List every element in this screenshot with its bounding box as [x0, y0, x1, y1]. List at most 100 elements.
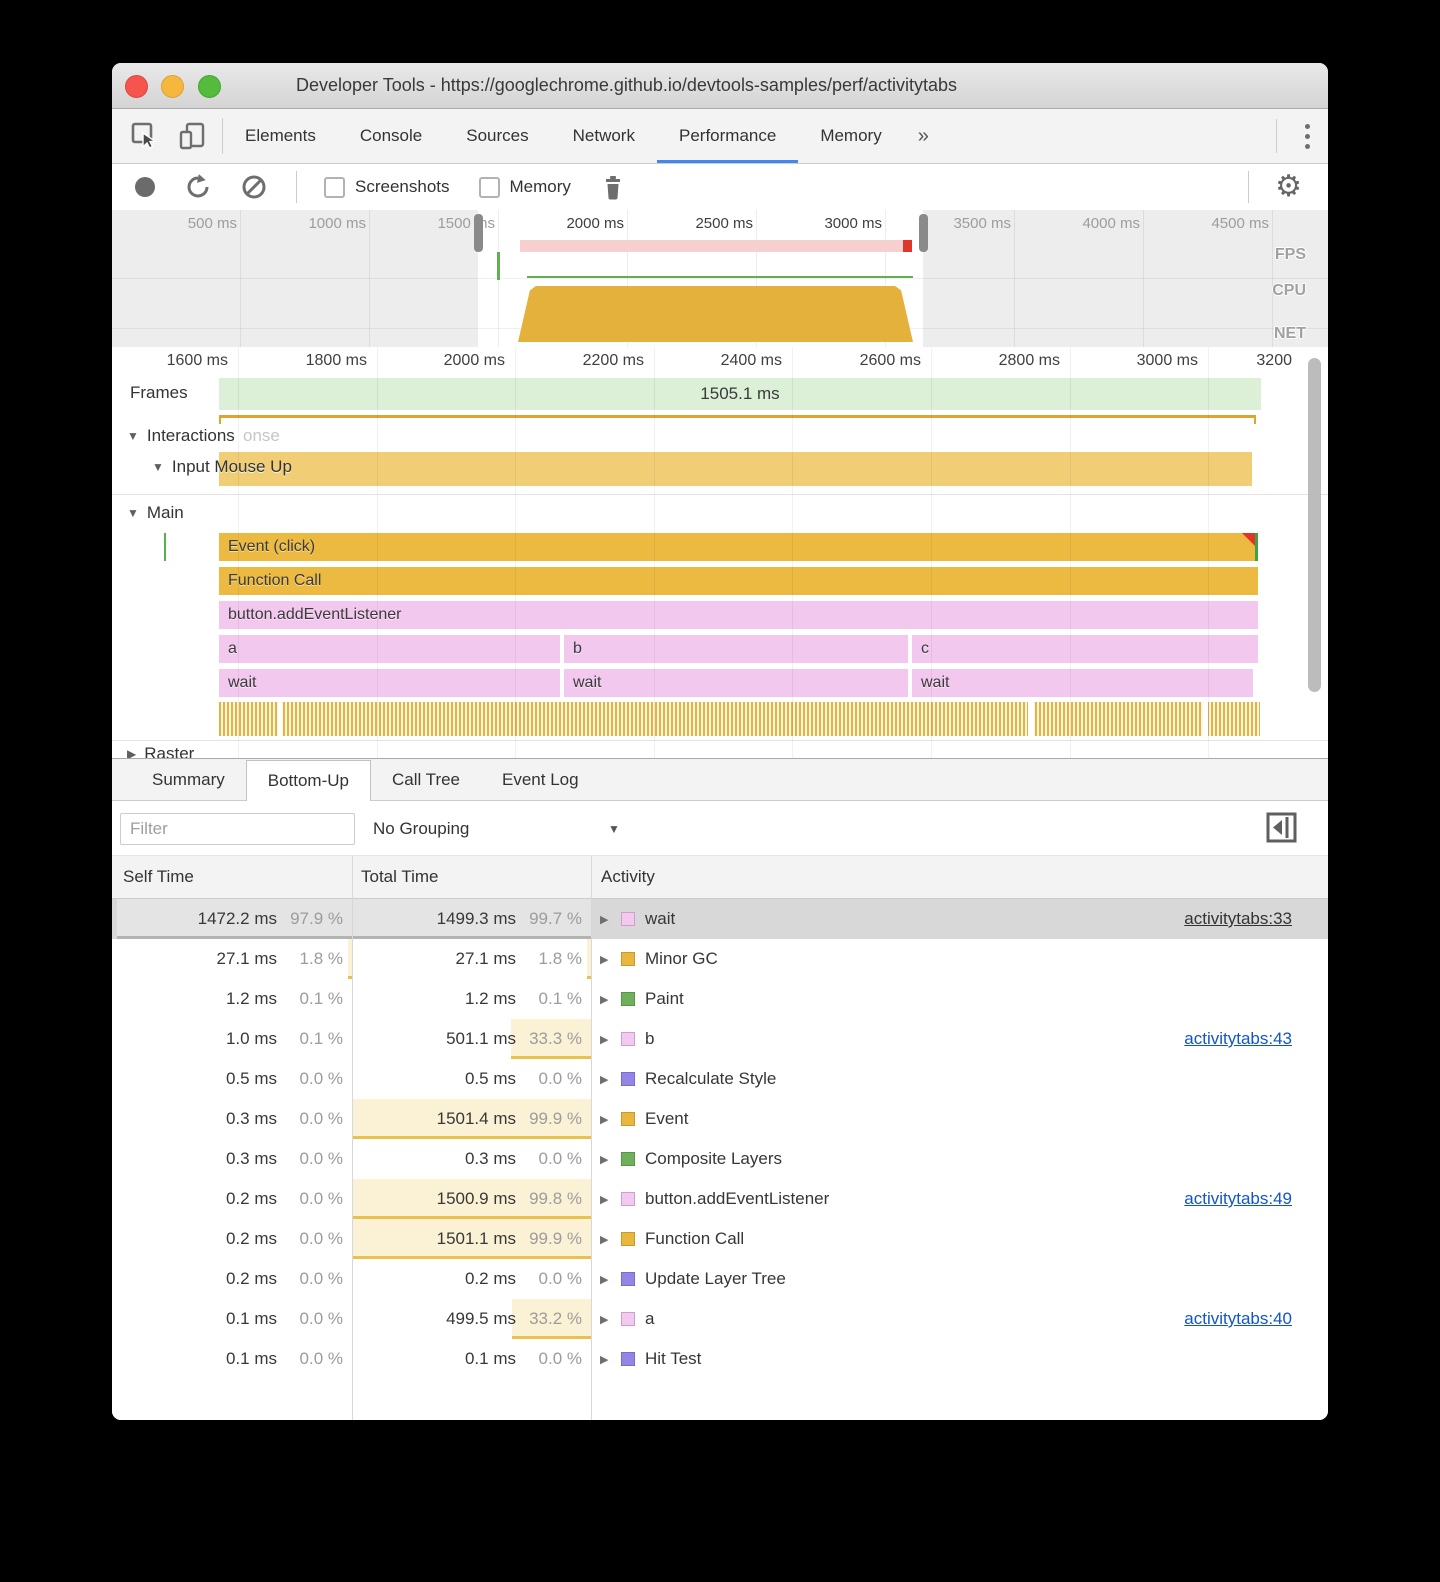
- clear-icon[interactable]: [241, 174, 267, 200]
- table-row[interactable]: 0.2 ms 0.0 % 1500.9 ms 99.8 % ▶ button.add…: [112, 1179, 1328, 1219]
- flame-bar[interactable]: a: [219, 635, 560, 663]
- total-percent-bar: [352, 1179, 591, 1219]
- main-section-label[interactable]: ▼ Main: [127, 503, 184, 522]
- memory-checkbox[interactable]: [478, 176, 500, 198]
- expand-triangle-icon[interactable]: ▶: [600, 913, 609, 926]
- expand-triangle-icon[interactable]: ▶: [600, 1353, 609, 1366]
- devtools-menu-icon[interactable]: [1276, 119, 1310, 153]
- total-time-value: 0.1 ms: [464, 1349, 516, 1368]
- expand-triangle-icon[interactable]: ▶: [600, 1273, 609, 1286]
- selection-right-handle[interactable]: [919, 214, 928, 252]
- tab-event-log[interactable]: Event Log: [502, 770, 579, 789]
- overview-ruler-label: 1500 ms: [437, 215, 495, 232]
- table-row[interactable]: 1.0 ms 0.1 % 501.1 ms 33.3 % ▶ b activityt…: [112, 1019, 1328, 1059]
- expand-triangle-icon[interactable]: ▶: [127, 747, 137, 758]
- flame-bar[interactable]: button.addEventListener: [219, 601, 1258, 629]
- close-window-button[interactable]: [125, 75, 148, 98]
- flame-bar[interactable]: wait: [219, 669, 560, 697]
- self-percent-bar: [117, 899, 352, 939]
- flame-bar[interactable]: b: [564, 635, 908, 663]
- zoom-window-button[interactable]: [198, 75, 221, 98]
- overview-gridline: [1272, 210, 1273, 347]
- flame-gridline: [1070, 347, 1071, 758]
- flame-bar[interactable]: Function Call: [219, 567, 1258, 595]
- filter-input[interactable]: [120, 813, 355, 845]
- table-row[interactable]: 27.1 ms 1.8 % 27.1 ms 1.8 % ▶ Minor GC: [112, 939, 1328, 979]
- input-mouse-up-bar[interactable]: [219, 452, 1252, 486]
- trash-icon[interactable]: [600, 174, 626, 200]
- column-header-activity[interactable]: Activity: [601, 867, 655, 886]
- flame-ruler-label: 3000 ms: [1136, 352, 1198, 369]
- interactions-section-label[interactable]: ▼ Interactions onse: [127, 426, 280, 445]
- source-location-link[interactable]: activitytabs:43: [1184, 1029, 1292, 1048]
- total-percent-bar: [511, 1299, 591, 1339]
- minimize-window-button[interactable]: [161, 75, 184, 98]
- reload-and-profile-icon[interactable]: [185, 174, 211, 200]
- capture-settings-gear-icon[interactable]: ⚙: [1275, 170, 1302, 203]
- overview-ruler-label: 500 ms: [187, 215, 237, 232]
- expand-triangle-icon[interactable]: ▶: [600, 1073, 609, 1086]
- tab-console[interactable]: Console: [359, 126, 423, 145]
- source-location-link[interactable]: activitytabs:33: [1184, 909, 1292, 928]
- expand-triangle-icon[interactable]: ▶: [600, 1193, 609, 1206]
- tab-network[interactable]: Network: [572, 126, 635, 145]
- flame-vertical-scrollbar[interactable]: [1308, 358, 1321, 692]
- inspect-element-icon[interactable]: [130, 121, 160, 151]
- collapse-triangle-icon[interactable]: ▼: [127, 429, 139, 443]
- overview-ruler-label: 3500 ms: [953, 215, 1011, 232]
- tab-summary[interactable]: Summary: [152, 770, 225, 789]
- tab-memory[interactable]: Memory: [820, 126, 882, 145]
- activity-cell: ▶ Composite Layers: [591, 1139, 1328, 1179]
- screenshots-checkbox[interactable]: [324, 176, 345, 198]
- column-header-self-time[interactable]: Self Time: [123, 867, 194, 886]
- table-row[interactable]: 1472.2 ms 97.9 % 1499.3 ms 99.7 % ▶ wait a…: [112, 899, 1328, 939]
- total-time-percent: 0.0 %: [538, 1269, 582, 1288]
- chevron-down-icon[interactable]: ▼: [608, 822, 620, 836]
- source-location-link[interactable]: activitytabs:40: [1184, 1309, 1292, 1328]
- collapse-triangle-icon[interactable]: ▼: [152, 460, 164, 474]
- table-row[interactable]: 0.2 ms 0.0 % 0.2 ms 0.0 % ▶ Update Layer T…: [112, 1259, 1328, 1299]
- selection-left-handle[interactable]: [474, 214, 483, 252]
- frames-bar[interactable]: [219, 378, 1261, 410]
- flame-bar[interactable]: wait: [912, 669, 1253, 697]
- flame-bar[interactable]: wait: [564, 669, 908, 697]
- device-toolbar-icon[interactable]: [178, 121, 208, 151]
- raster-section-label[interactable]: ▶ Raster: [127, 744, 194, 758]
- flame-chart[interactable]: 1600 ms 1800 ms 2000 ms 2200 ms 2400 ms 2600 …: [112, 347, 1328, 758]
- show-heaviest-stack-icon[interactable]: [1266, 812, 1297, 843]
- input-mouse-up-label[interactable]: ▼ Input Mouse Up: [152, 457, 292, 476]
- table-row[interactable]: 0.3 ms 0.0 % 0.3 ms 0.0 % ▶ Composite Laye…: [112, 1139, 1328, 1179]
- collapse-triangle-icon[interactable]: ▼: [127, 506, 139, 520]
- timeline-overview[interactable]: 500 ms 1000 ms 1500 ms 2000 ms 2500 ms 3000 m…: [112, 210, 1328, 348]
- expand-triangle-icon[interactable]: ▶: [600, 953, 609, 966]
- table-row[interactable]: 0.2 ms 0.0 % 1501.1 ms 99.9 % ▶ Function C…: [112, 1219, 1328, 1259]
- more-tabs-button[interactable]: »: [917, 124, 929, 147]
- expand-triangle-icon[interactable]: ▶: [600, 1033, 609, 1046]
- micro-tasks-strip[interactable]: [219, 702, 1260, 736]
- table-row[interactable]: 0.5 ms 0.0 % 0.5 ms 0.0 % ▶ Recalculate St…: [112, 1059, 1328, 1099]
- column-header-total-time[interactable]: Total Time: [361, 867, 439, 886]
- flame-bar[interactable]: Event (click): [219, 533, 1258, 561]
- expand-triangle-icon[interactable]: ▶: [600, 1113, 609, 1126]
- column-divider[interactable]: [352, 856, 353, 1420]
- tab-bottom-up[interactable]: Bottom-Up: [245, 760, 371, 801]
- tab-elements[interactable]: Elements: [245, 126, 316, 145]
- source-location-link[interactable]: activitytabs:49: [1184, 1189, 1292, 1208]
- record-icon[interactable]: [135, 177, 155, 197]
- expand-triangle-icon[interactable]: ▶: [600, 1233, 609, 1246]
- expand-triangle-icon[interactable]: ▶: [600, 1153, 609, 1166]
- table-row[interactable]: 0.3 ms 0.0 % 1501.4 ms 99.9 % ▶ Event: [112, 1099, 1328, 1139]
- expand-triangle-icon[interactable]: ▶: [600, 993, 609, 1006]
- table-row[interactable]: 0.1 ms 0.0 % 0.1 ms 0.0 % ▶ Hit Test: [112, 1339, 1328, 1379]
- total-time-cell: 27.1 ms 1.8 %: [352, 939, 591, 979]
- table-row[interactable]: 0.1 ms 0.0 % 499.5 ms 33.2 % ▶ a activityt…: [112, 1299, 1328, 1339]
- column-divider[interactable]: [591, 856, 592, 1420]
- tab-call-tree[interactable]: Call Tree: [391, 770, 461, 789]
- expand-triangle-icon[interactable]: ▶: [600, 1313, 609, 1326]
- tab-performance[interactable]: Performance: [656, 109, 799, 163]
- flame-bar[interactable]: c: [912, 635, 1258, 663]
- table-row[interactable]: 1.2 ms 0.1 % 1.2 ms 0.1 % ▶ Paint: [112, 979, 1328, 1019]
- tab-sources[interactable]: Sources: [466, 126, 529, 145]
- activity-color-swatch: [621, 1352, 635, 1366]
- grouping-select[interactable]: No Grouping: [373, 819, 470, 838]
